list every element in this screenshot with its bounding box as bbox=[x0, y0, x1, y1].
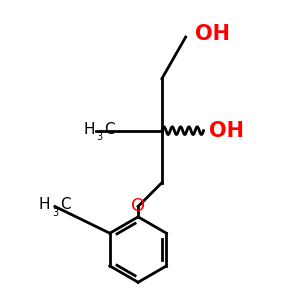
Text: 3: 3 bbox=[52, 208, 58, 218]
Text: 3: 3 bbox=[97, 132, 103, 142]
Text: OH: OH bbox=[195, 24, 230, 44]
Text: OH: OH bbox=[209, 121, 244, 141]
Text: O: O bbox=[131, 197, 145, 215]
Text: C: C bbox=[104, 122, 115, 137]
Text: H: H bbox=[39, 197, 50, 212]
Text: C: C bbox=[60, 197, 70, 212]
Text: H: H bbox=[83, 122, 95, 137]
